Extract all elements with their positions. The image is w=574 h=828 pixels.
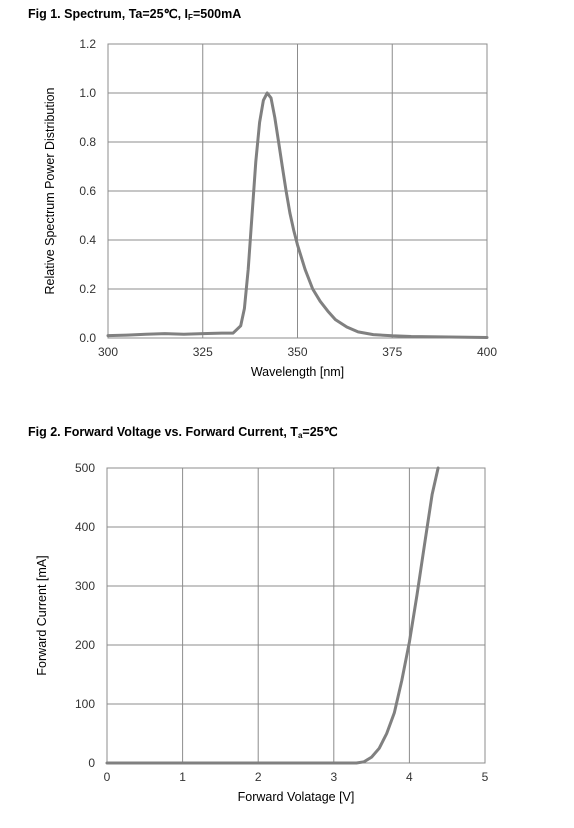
iv-ytick-label: 200 [75,638,95,652]
iv-xtick-label: 2 [255,770,262,784]
spectrum-ytick-label: 1.0 [79,86,96,100]
iv-ytick-label: 300 [75,579,95,593]
fig2-title: Fig 2. Forward Voltage vs. Forward Curre… [28,425,338,440]
iv-chart: 0 100 200 300 400 500 0 1 2 3 4 5 Forward Volatage [… [35,461,489,804]
spectrum-xtick-label: 350 [287,345,307,359]
iv-xtick-label: 4 [406,770,413,784]
iv-ytick-label: 0 [88,756,95,770]
iv-yaxis-label: Forward Current [mA] [35,555,49,675]
iv-xtick-label: 3 [330,770,337,784]
iv-xaxis-label: Forward Volatage [V] [238,790,355,804]
spectrum-xaxis-label: Wavelength [nm] [251,365,344,379]
spectrum-xtick-label: 325 [193,345,213,359]
iv-ytick-label: 400 [75,520,95,534]
iv-xtick-label: 0 [104,770,111,784]
spectrum-xtick-label: 400 [477,345,497,359]
spectrum-yaxis-label: Relative Spectrum Power Distribution [43,87,57,294]
spectrum-xtick-label: 375 [382,345,402,359]
iv-series-line [105,466,440,765]
spectrum-ytick-label: 0.0 [79,331,96,345]
iv-ytick-label: 500 [75,461,95,475]
spectrum-xtick-label: 300 [98,345,118,359]
spectrum-plot-frame [107,43,488,339]
spectrum-ytick-label: 1.2 [79,37,96,51]
spectrum-ytick-label: 0.6 [79,184,96,198]
iv-ytick-label: 100 [75,697,95,711]
spectrum-ytick-label: 0.4 [79,233,96,247]
spectrum-ytick-label: 0.8 [79,135,96,149]
spectrum-chart: 0.0 0.2 0.4 0.6 0.8 1.0 1.2 300 325 350 375 400 Wave… [43,37,497,379]
spectrum-ytick-label: 0.2 [79,282,96,296]
iv-xtick-label: 5 [482,770,489,784]
iv-xtick-label: 1 [179,770,186,784]
spectrum-series-line [106,91,489,339]
fig1-title: Fig 1. Spectrum, Ta=25℃, IF=500mA [28,7,242,22]
